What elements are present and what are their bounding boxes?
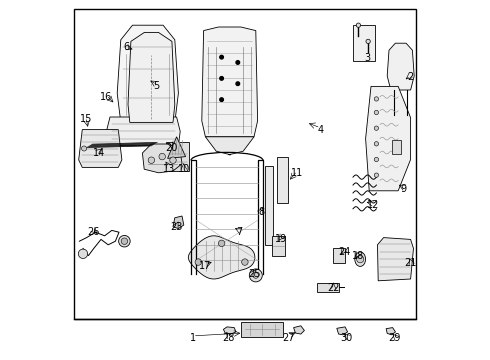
Bar: [272, 236, 285, 256]
Text: 8: 8: [258, 207, 264, 217]
Text: 21: 21: [404, 258, 417, 268]
Text: 23: 23: [171, 222, 183, 232]
Polygon shape: [366, 86, 411, 191]
Text: 16: 16: [100, 92, 113, 102]
Text: 19: 19: [275, 234, 287, 244]
Bar: [74, 9, 416, 319]
Circle shape: [81, 146, 87, 151]
Polygon shape: [168, 137, 186, 158]
Text: 9: 9: [400, 184, 407, 194]
Text: 13: 13: [163, 164, 175, 174]
Polygon shape: [387, 43, 414, 90]
Text: 20: 20: [165, 143, 177, 153]
Text: 14: 14: [93, 148, 105, 158]
Bar: [242, 322, 283, 337]
Text: 28: 28: [222, 333, 235, 343]
Circle shape: [220, 98, 223, 102]
Circle shape: [374, 141, 379, 146]
Circle shape: [148, 157, 155, 163]
Polygon shape: [173, 216, 184, 229]
Circle shape: [236, 82, 240, 85]
Text: 2: 2: [408, 72, 414, 82]
Text: 26: 26: [88, 227, 100, 237]
Polygon shape: [143, 144, 182, 173]
Circle shape: [249, 269, 262, 282]
Polygon shape: [79, 130, 122, 167]
Bar: [265, 166, 273, 245]
Text: 24: 24: [338, 247, 350, 257]
Bar: [166, 142, 189, 171]
Text: 25: 25: [248, 269, 260, 279]
Text: 6: 6: [123, 42, 129, 52]
Polygon shape: [106, 117, 180, 146]
Polygon shape: [117, 25, 178, 122]
Circle shape: [374, 173, 379, 177]
Ellipse shape: [355, 252, 366, 266]
Text: 3: 3: [365, 53, 370, 63]
Text: 27: 27: [282, 333, 294, 343]
Polygon shape: [202, 27, 258, 137]
Polygon shape: [205, 137, 254, 155]
Polygon shape: [223, 327, 236, 334]
Text: 17: 17: [199, 261, 212, 271]
Polygon shape: [294, 326, 304, 334]
Text: 5: 5: [154, 81, 160, 91]
Circle shape: [374, 97, 379, 101]
Circle shape: [374, 157, 379, 162]
Text: 22: 22: [327, 283, 340, 293]
Circle shape: [253, 273, 259, 278]
Circle shape: [242, 259, 248, 265]
Text: 12: 12: [367, 200, 379, 210]
Circle shape: [121, 238, 127, 244]
Circle shape: [374, 126, 379, 130]
Circle shape: [195, 259, 201, 265]
Bar: [277, 157, 288, 203]
Circle shape: [366, 39, 370, 44]
Circle shape: [356, 23, 361, 27]
Bar: [353, 25, 374, 61]
Polygon shape: [128, 32, 175, 122]
Polygon shape: [337, 327, 347, 335]
Polygon shape: [386, 328, 395, 335]
Text: 18: 18: [352, 251, 365, 261]
Text: 30: 30: [341, 333, 353, 343]
Bar: [317, 283, 339, 292]
Circle shape: [220, 77, 223, 80]
Bar: [392, 140, 401, 154]
Text: 10: 10: [178, 164, 190, 174]
Text: 11: 11: [291, 168, 303, 178]
Circle shape: [159, 153, 166, 160]
Polygon shape: [188, 236, 255, 279]
Circle shape: [357, 256, 364, 263]
Circle shape: [119, 235, 130, 247]
Circle shape: [236, 60, 240, 64]
Text: 4: 4: [318, 125, 324, 135]
Circle shape: [220, 55, 223, 59]
Circle shape: [374, 110, 379, 114]
Bar: [333, 248, 345, 263]
Polygon shape: [377, 238, 414, 281]
Circle shape: [219, 240, 225, 247]
Text: 7: 7: [237, 227, 243, 237]
Text: 29: 29: [388, 333, 401, 343]
Text: 15: 15: [80, 114, 92, 124]
Circle shape: [78, 249, 88, 258]
Text: 1: 1: [190, 333, 196, 343]
Circle shape: [170, 157, 176, 163]
